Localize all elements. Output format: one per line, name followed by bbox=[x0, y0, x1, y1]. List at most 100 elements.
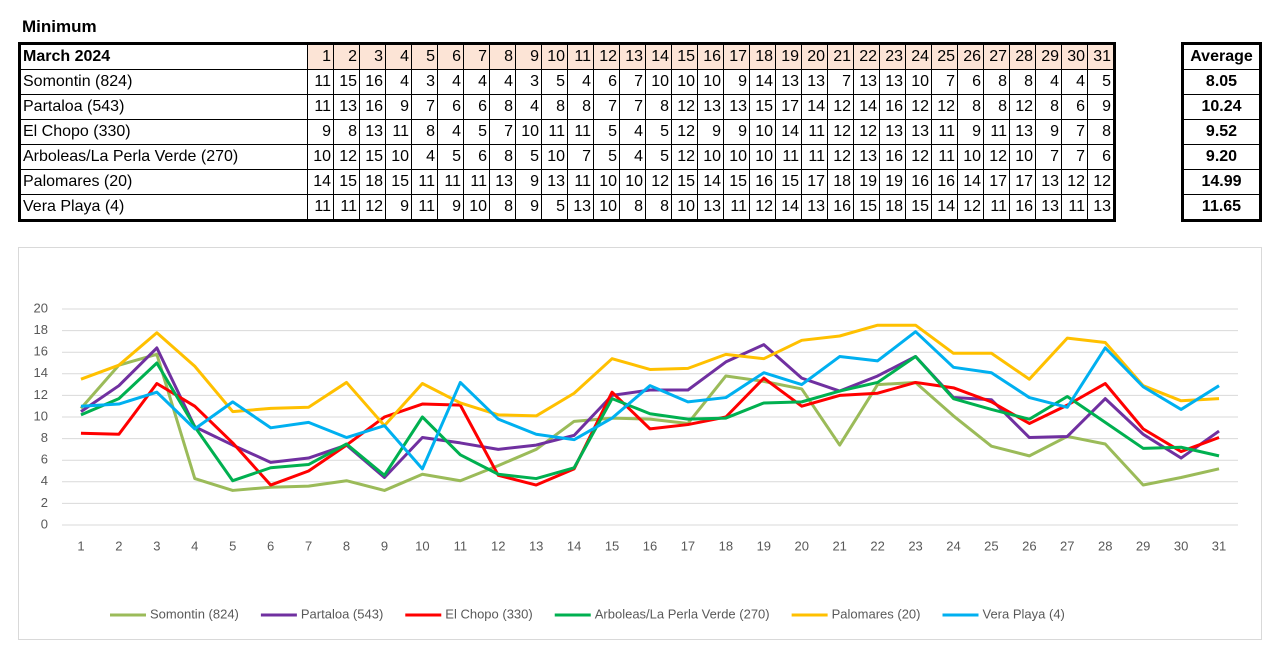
cell: 13 bbox=[1035, 194, 1062, 221]
x-tick-label: 20 bbox=[795, 538, 809, 553]
y-tick-label: 20 bbox=[34, 300, 48, 315]
legend-label: El Chopo (330) bbox=[445, 606, 532, 621]
x-tick-label: 23 bbox=[908, 538, 922, 553]
x-tick-label: 14 bbox=[567, 538, 581, 553]
station-name: Vera Playa (4) bbox=[19, 194, 308, 221]
cell: 6 bbox=[1087, 144, 1115, 170]
day-header: 3 bbox=[359, 43, 386, 70]
data-table: March 2024 1 2 3 4 5 6 7 8 9 10 11 12 13 14 15 16 17 18 19 2… bbox=[18, 42, 1116, 222]
cell: 4 bbox=[1061, 69, 1088, 95]
cell: 5 bbox=[593, 119, 620, 145]
cell: 11 bbox=[437, 169, 464, 195]
cell: 12 bbox=[671, 94, 698, 120]
day-header: 13 bbox=[619, 43, 646, 70]
chart-border bbox=[18, 247, 1262, 640]
cell: 16 bbox=[359, 69, 386, 95]
cell: 13 bbox=[489, 169, 516, 195]
day-header: 28 bbox=[1009, 43, 1036, 70]
cell: 10 bbox=[905, 69, 932, 95]
day-header: 18 bbox=[749, 43, 776, 70]
cell: 13 bbox=[723, 94, 750, 120]
station-name: Palomares (20) bbox=[19, 169, 308, 195]
average-cell: 9.52 bbox=[1182, 119, 1261, 145]
cell: 11 bbox=[931, 144, 958, 170]
cell: 14 bbox=[931, 194, 958, 221]
x-tick-label: 28 bbox=[1098, 538, 1112, 553]
cell: 17 bbox=[983, 169, 1010, 195]
average-cell: 11.65 bbox=[1182, 194, 1261, 221]
y-tick-label: 14 bbox=[34, 365, 48, 380]
cell: 12 bbox=[827, 144, 854, 170]
table-row: 11.65 bbox=[1182, 194, 1261, 221]
cell: 13 bbox=[697, 194, 724, 221]
cell: 16 bbox=[749, 169, 776, 195]
cell: 15 bbox=[723, 169, 750, 195]
cell: 14 bbox=[307, 169, 334, 195]
cell: 19 bbox=[879, 169, 906, 195]
day-header: 1 bbox=[307, 43, 334, 70]
y-tick-label: 10 bbox=[34, 408, 48, 423]
cell: 5 bbox=[437, 144, 464, 170]
cell: 10 bbox=[1009, 144, 1036, 170]
station-name: Partaloa (543) bbox=[19, 94, 308, 120]
cell: 13 bbox=[697, 94, 724, 120]
cell: 15 bbox=[333, 169, 360, 195]
table-row: 9.52 bbox=[1182, 119, 1261, 145]
cell: 14 bbox=[775, 119, 802, 145]
series-line bbox=[80, 355, 1220, 483]
cell: 8 bbox=[645, 94, 672, 120]
cell: 11 bbox=[983, 194, 1010, 221]
cell: 10 bbox=[541, 144, 568, 170]
day-header: 23 bbox=[879, 43, 906, 70]
day-header: 31 bbox=[1087, 43, 1115, 70]
x-tick-label: 3 bbox=[153, 538, 160, 553]
day-header: 30 bbox=[1061, 43, 1088, 70]
cell: 6 bbox=[463, 94, 490, 120]
cell: 17 bbox=[1009, 169, 1036, 195]
x-tick-label: 29 bbox=[1136, 538, 1150, 553]
series-line bbox=[80, 376, 1220, 487]
cell: 13 bbox=[359, 119, 386, 145]
cell: 4 bbox=[385, 69, 412, 95]
cell: 10 bbox=[723, 144, 750, 170]
x-tick-label: 18 bbox=[719, 538, 733, 553]
cell: 5 bbox=[645, 119, 672, 145]
cell: 9 bbox=[723, 69, 750, 95]
day-header: 15 bbox=[671, 43, 698, 70]
cell: 12 bbox=[671, 119, 698, 145]
table-row: 14.99 bbox=[1182, 169, 1261, 195]
station-name: El Chopo (330) bbox=[19, 119, 308, 145]
cell: 5 bbox=[515, 144, 542, 170]
y-tick-label: 18 bbox=[34, 322, 48, 337]
cell: 12 bbox=[333, 144, 360, 170]
cell: 5 bbox=[593, 144, 620, 170]
cell: 11 bbox=[307, 69, 334, 95]
cell: 11 bbox=[411, 194, 438, 221]
cell: 6 bbox=[593, 69, 620, 95]
cell: 7 bbox=[619, 94, 646, 120]
day-header: 19 bbox=[775, 43, 802, 70]
day-header: 7 bbox=[463, 43, 490, 70]
cell: 8 bbox=[983, 94, 1010, 120]
y-tick-label: 6 bbox=[41, 452, 48, 467]
legend-label: Vera Playa (4) bbox=[983, 606, 1065, 621]
cell: 8 bbox=[567, 94, 594, 120]
cell: 9 bbox=[697, 119, 724, 145]
cell: 13 bbox=[333, 94, 360, 120]
cell: 16 bbox=[879, 94, 906, 120]
x-tick-label: 2 bbox=[115, 538, 122, 553]
cell: 10 bbox=[645, 69, 672, 95]
cell: 9 bbox=[307, 119, 334, 145]
cell: 14 bbox=[801, 94, 828, 120]
cell: 11 bbox=[1061, 194, 1088, 221]
cell: 13 bbox=[905, 119, 932, 145]
cell: 13 bbox=[1087, 194, 1115, 221]
cell: 7 bbox=[567, 144, 594, 170]
cell: 8 bbox=[411, 119, 438, 145]
x-tick-label: 22 bbox=[870, 538, 884, 553]
cell: 10 bbox=[749, 144, 776, 170]
cell: 4 bbox=[489, 69, 516, 95]
cell: 4 bbox=[1035, 69, 1062, 95]
cell: 8 bbox=[1035, 94, 1062, 120]
cell: 11 bbox=[463, 169, 490, 195]
